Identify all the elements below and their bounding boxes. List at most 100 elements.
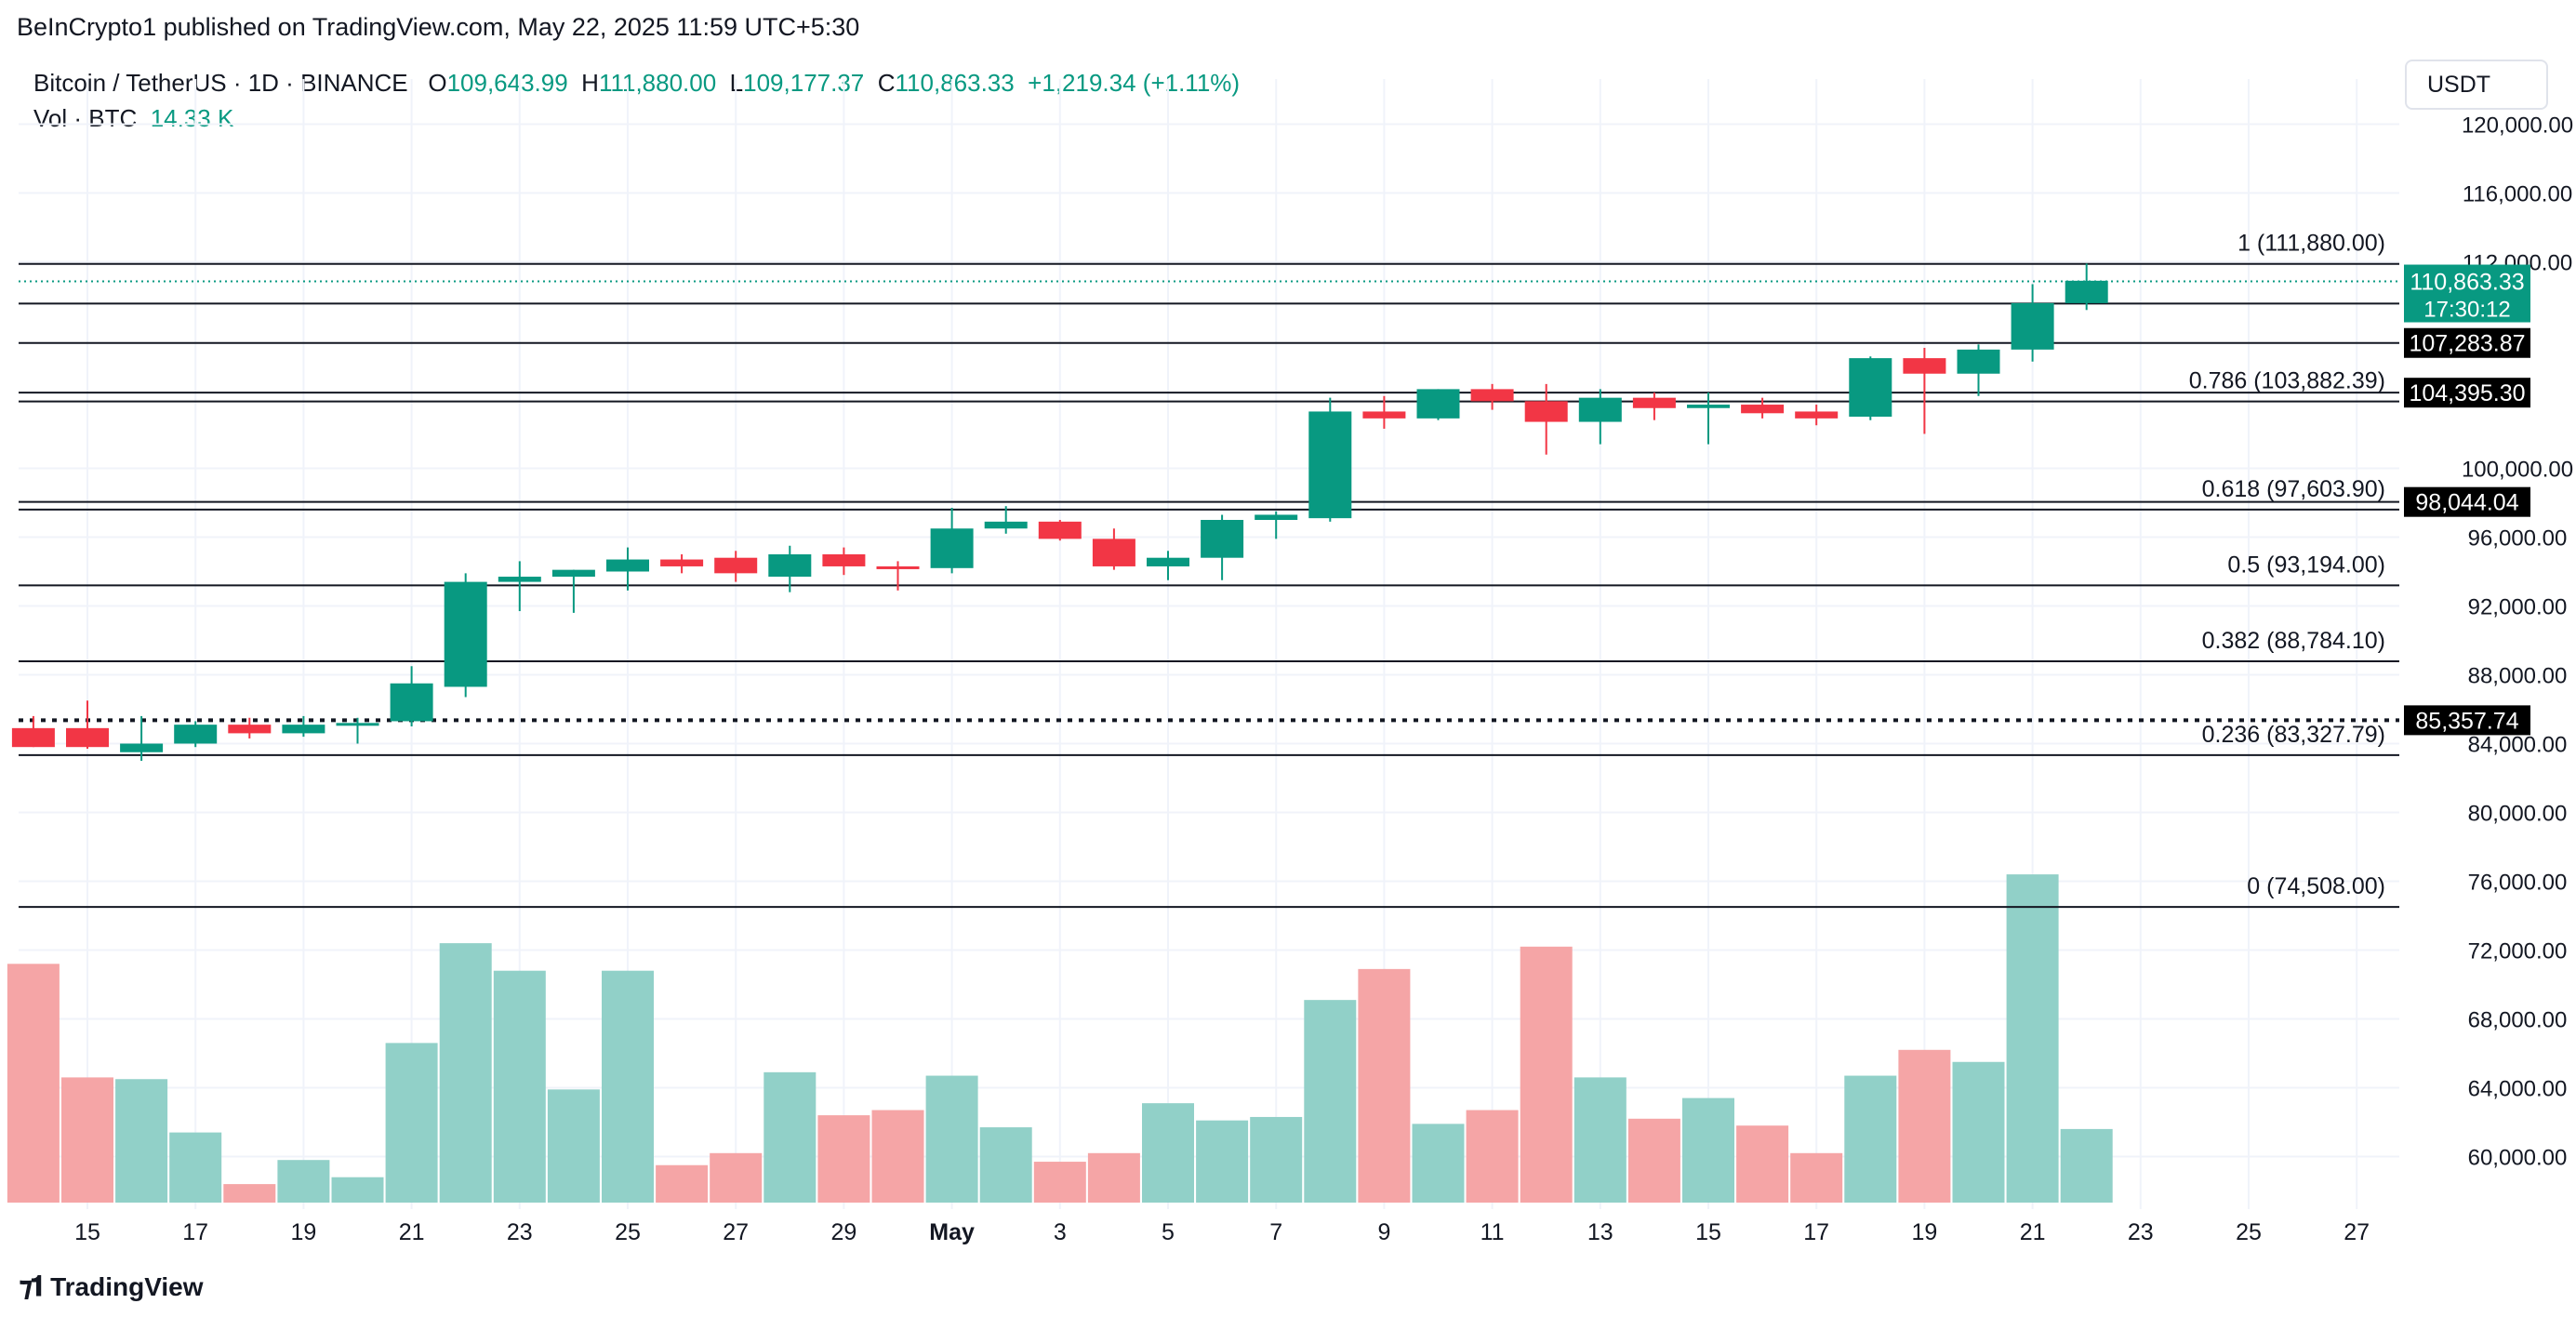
fib-label-0.5: 0.5 (93,194.00)	[2227, 552, 2385, 578]
chart-legend: Bitcoin / TetherUS · 1D · BINANCE O109,6…	[33, 65, 1240, 136]
time-axis: 15 17 19 21 23 25 27 29 May 3 5 7 9 11 13 15 17 19 21 23 25 2…	[74, 1219, 2370, 1245]
candle-down	[1741, 405, 1785, 414]
candle-up	[1255, 514, 1298, 520]
fib-label-0.786: 0.786 (103,882.39)	[2189, 368, 2385, 394]
candle-up	[336, 723, 379, 726]
close-label: C	[877, 69, 896, 97]
candle-up	[1578, 397, 1622, 422]
candle-up	[930, 528, 974, 568]
time-tick-label: 17	[182, 1219, 208, 1245]
price-tick-label: 100,000.00	[2462, 458, 2573, 483]
volume-bar-up	[331, 1177, 384, 1203]
time-tick-label: 25	[615, 1219, 641, 1245]
candle-up	[1957, 349, 2000, 374]
time-tick-label: 5	[1162, 1219, 1175, 1245]
volume-bar-down	[61, 1077, 113, 1203]
candles	[11, 263, 2108, 761]
candle-up	[2011, 302, 2054, 350]
candle-down	[1038, 521, 1082, 539]
price-tick-label: 96,000.00	[2468, 526, 2568, 552]
horizontal-lines: 1 (111,880.00) 0.786 (103,882.39) 0.618 (9…	[19, 231, 2399, 909]
publisher-line: BeInCrypto1 published on TradingView.com…	[17, 13, 860, 41]
level-price-tag: 104,395.30	[2409, 380, 2525, 406]
price-tick-label: 72,000.00	[2468, 939, 2568, 964]
volume-bar-up	[1573, 1077, 1627, 1203]
time-tick-label: 9	[1377, 1219, 1390, 1245]
volume-bar-down	[1087, 1152, 1140, 1203]
time-tick-label: 29	[830, 1219, 856, 1245]
volume-bar-up	[1196, 1120, 1249, 1203]
candle-down	[1362, 411, 1406, 419]
price-tick-label: 84,000.00	[2468, 733, 2568, 758]
time-tick-label: 27	[2344, 1219, 2370, 1245]
time-tick-label: 21	[399, 1219, 425, 1245]
candle-up	[606, 559, 649, 572]
time-tick-label: 21	[2020, 1219, 2046, 1245]
fib-label-1: 1 (111,880.00)	[2237, 231, 2385, 257]
candle-down	[660, 559, 704, 566]
candle-down	[1632, 397, 1676, 408]
time-tick-label: 19	[1911, 1219, 1937, 1245]
volume-label[interactable]: Vol · BTC	[33, 104, 138, 132]
tradingview-logo-icon: ⁊𝟏	[19, 1271, 46, 1302]
time-tick-label: May	[929, 1219, 975, 1245]
candle-down	[1524, 401, 1568, 422]
fib-label-0.382: 0.382 (88,784.10)	[2202, 628, 2385, 654]
volume-bar-down	[1898, 1049, 1951, 1203]
time-tick-label: 25	[2236, 1219, 2262, 1245]
volume-bar-up	[979, 1127, 1032, 1203]
time-tick-label: 7	[1269, 1219, 1282, 1245]
price-tick-label: 64,000.00	[2468, 1077, 2568, 1102]
candle-up	[1201, 520, 1244, 558]
symbol-title[interactable]: Bitcoin / TetherUS · 1D · BINANCE	[33, 69, 408, 97]
currency-button[interactable]: USDT	[2405, 60, 2548, 110]
grid-lines	[19, 79, 2399, 1209]
volume-bar-up	[547, 1089, 600, 1203]
time-tick-label: 3	[1054, 1219, 1067, 1245]
candle-down	[1092, 539, 1135, 566]
volume-bar-down	[223, 1184, 276, 1203]
volume-bar-up	[115, 1079, 168, 1203]
volume-bar-down	[1790, 1152, 1843, 1203]
volume-bar-down	[710, 1152, 763, 1203]
candle-up	[120, 743, 164, 752]
candle-down	[876, 565, 920, 569]
volume-bar-up	[169, 1132, 222, 1203]
volume-bar-up	[2060, 1128, 2113, 1203]
volume-bar-up	[493, 970, 546, 1203]
volume-bar-up	[2006, 874, 2059, 1203]
candle-up	[768, 554, 812, 578]
candle-down	[66, 727, 109, 748]
last-price-tag: 110,863.33	[2410, 270, 2524, 296]
candle-down	[1903, 358, 1946, 374]
volume-bars	[7, 874, 2113, 1203]
high-label: H	[581, 69, 599, 97]
time-tick-label: 23	[507, 1219, 533, 1245]
countdown-label: 17:30:12	[2423, 298, 2510, 323]
volume-bar-up	[1142, 1103, 1194, 1203]
price-tick-label: 76,000.00	[2468, 871, 2568, 896]
time-tick-label: 15	[1695, 1219, 1721, 1245]
volume-bar-down	[1358, 968, 1411, 1203]
volume-bar-down	[1520, 946, 1573, 1203]
volume-bar-up	[277, 1160, 330, 1203]
candle-up	[444, 581, 487, 687]
volume-bar-down	[656, 1164, 709, 1203]
price-tick-label: 116,000.00	[2463, 182, 2572, 207]
volume-bar-up	[1250, 1116, 1303, 1203]
high-value: 111,880.00	[598, 69, 717, 97]
level-price-tag-bg	[2404, 486, 2530, 517]
time-tick-label: 23	[2128, 1219, 2154, 1245]
level-price-tag-bg	[2404, 378, 2530, 408]
candle-up	[1147, 557, 1189, 566]
volume-bar-up	[764, 1071, 817, 1203]
tradingview-logo[interactable]: ⁊𝟏 TradingView	[19, 1270, 204, 1303]
candle-down	[228, 725, 272, 734]
time-tick-label: 27	[723, 1219, 749, 1245]
volume-bar-up	[1844, 1075, 1897, 1203]
time-tick-label: 17	[1803, 1219, 1829, 1245]
change-value: +1,219.34 (+1.11%)	[1028, 69, 1241, 97]
price-tick-label: 120,000.00	[2462, 113, 2573, 139]
candle-up	[1687, 405, 1730, 408]
